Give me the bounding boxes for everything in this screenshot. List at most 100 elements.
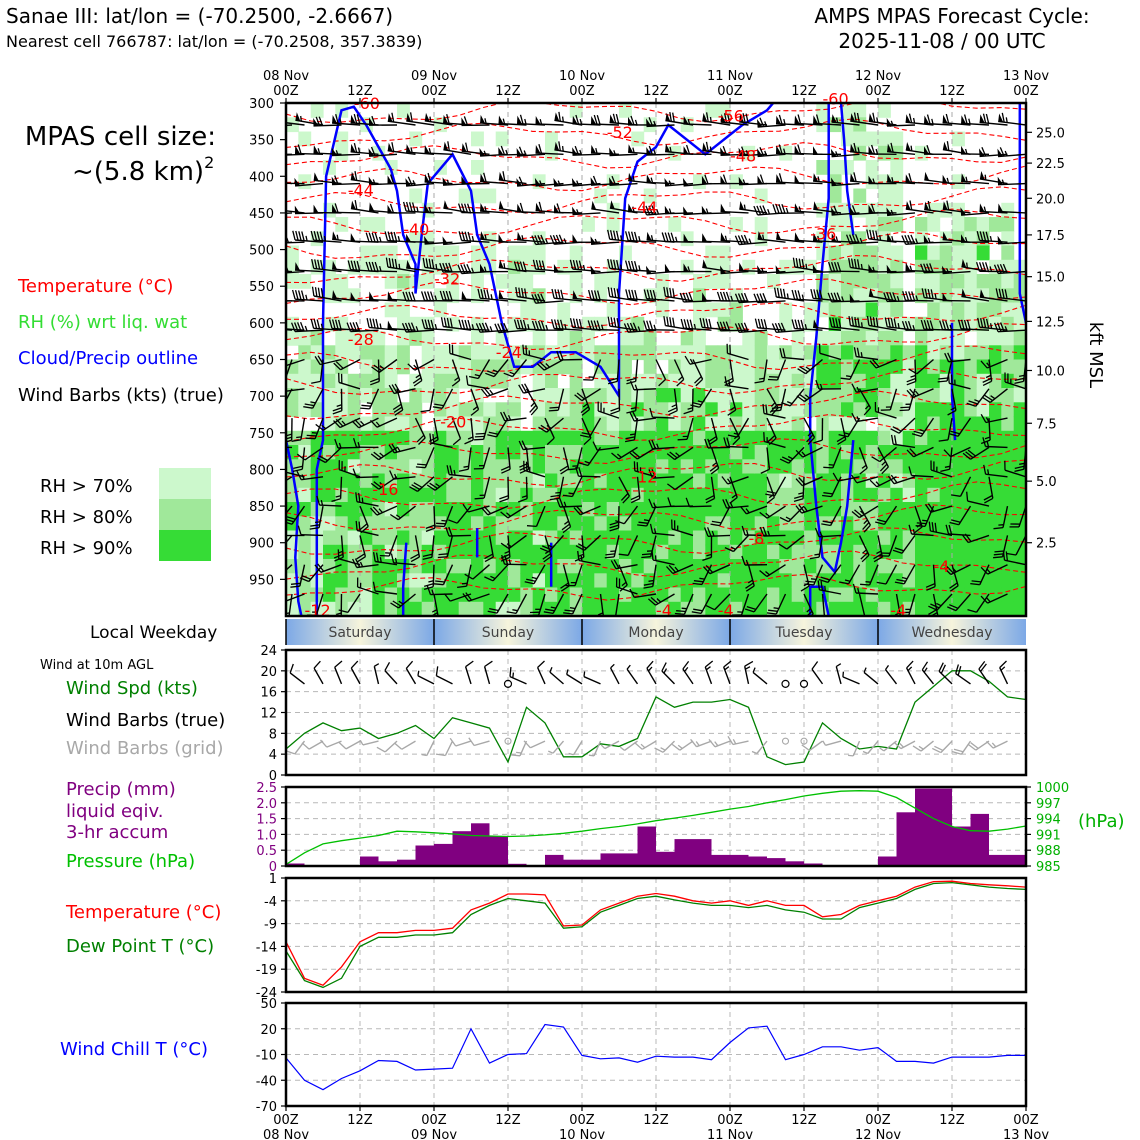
rh-cell <box>569 331 583 346</box>
rh-cell <box>347 573 361 589</box>
wind-barb <box>485 359 509 378</box>
precip-bar <box>360 856 379 866</box>
wind-barb <box>928 593 953 611</box>
rh-cell <box>323 345 336 361</box>
rh-cell <box>458 487 472 503</box>
bottom-hour-label: 12Z <box>791 1113 817 1128</box>
rh-cell <box>1001 445 1015 460</box>
rh-cell <box>409 188 423 204</box>
kft-tick-label: 5.0 <box>1036 475 1057 490</box>
rh-cell <box>964 416 978 432</box>
y-tick-label: 50 <box>260 997 277 1012</box>
rh-cell <box>952 288 965 304</box>
legend-rh80-label: RH > 80% <box>40 507 133 528</box>
wind-barb <box>310 318 342 331</box>
wind-barb <box>643 289 675 302</box>
rh-cell <box>902 573 916 589</box>
wind-barb <box>414 417 426 445</box>
wind-barb <box>434 505 454 528</box>
rh-cell <box>902 345 916 361</box>
wind-barb <box>721 476 749 485</box>
rh-cell <box>384 373 398 389</box>
wind-barb <box>759 564 786 578</box>
rh-cell <box>915 487 928 503</box>
rh-cell <box>767 516 780 532</box>
rh-cell <box>606 473 620 489</box>
top-date-label: 10 Nov <box>559 69 605 84</box>
wind-barb <box>412 359 423 387</box>
rh-cell <box>939 388 953 403</box>
rh-cell <box>520 573 534 589</box>
rh-cell <box>323 445 336 460</box>
rh-cell <box>1001 331 1015 346</box>
wind-barb <box>868 175 897 185</box>
rh-cell <box>927 359 941 375</box>
rh-cell <box>693 459 706 475</box>
rh-cell <box>532 402 546 418</box>
rh-cell <box>841 359 854 375</box>
wind-barb <box>961 533 990 544</box>
wind-barb <box>887 474 916 485</box>
rh-cell <box>323 274 336 289</box>
surface-wind-barb <box>744 660 754 685</box>
rh-cell <box>458 530 472 546</box>
wind-barb <box>538 417 564 433</box>
rh-cell <box>680 388 694 403</box>
wind-barb <box>848 257 879 273</box>
wind-barb <box>767 359 787 381</box>
rh-cell <box>754 516 768 532</box>
bottom-date-label: 11 Nov <box>707 1128 753 1140</box>
rh-cell <box>619 544 632 560</box>
precip-label-3: 3-hr accum <box>66 822 168 843</box>
rh-cell <box>360 430 373 446</box>
rh-cell <box>434 388 447 403</box>
rh-cell <box>865 573 879 589</box>
rh-cell <box>310 331 324 346</box>
wind-barb <box>387 142 416 155</box>
rh-cell <box>915 459 928 475</box>
wind-barb <box>309 505 324 530</box>
rh-cell <box>298 487 312 503</box>
wind-barb <box>794 174 823 185</box>
rh-cell <box>865 131 879 147</box>
wind-barb <box>961 234 989 243</box>
rh-cell <box>532 245 546 261</box>
bottom-hour-label: 12Z <box>495 1113 521 1128</box>
rh-cell <box>471 601 484 616</box>
rh-cell <box>619 359 632 375</box>
wind-barb <box>446 465 472 478</box>
rh-cell <box>939 559 953 574</box>
rh-cell <box>569 587 583 603</box>
wind-barb <box>458 319 490 331</box>
rh-cell <box>841 559 854 574</box>
wind-barb <box>522 344 546 361</box>
rh-cell <box>631 487 645 503</box>
rh-cell <box>557 302 571 318</box>
rh-cell <box>631 402 645 418</box>
rh-cell <box>779 316 793 332</box>
rh-cell <box>434 544 447 560</box>
wind-barb <box>369 359 380 386</box>
surface-wind-barb <box>334 660 343 685</box>
rh-cell <box>495 430 509 446</box>
rh-cell <box>705 274 719 289</box>
rh-cell <box>902 587 916 603</box>
isotherm-label: -20 <box>440 413 466 432</box>
rh-cell <box>705 302 719 318</box>
rh-cell <box>520 302 534 318</box>
rh-cell <box>384 416 398 432</box>
rh-cell <box>508 487 521 503</box>
wind-barb <box>286 534 293 544</box>
rh-cell <box>446 601 460 616</box>
rh-cell <box>816 459 830 475</box>
wind-barb <box>332 260 361 273</box>
rh-cell <box>409 502 423 517</box>
rh-cell <box>816 473 830 489</box>
rh-cell <box>594 487 608 503</box>
rh-cell <box>372 601 386 616</box>
rh-cell <box>878 445 891 460</box>
rh-cell <box>495 502 509 517</box>
top-hour-label: 00Z <box>569 84 595 99</box>
rh-cell <box>680 487 694 503</box>
rh-cell <box>939 302 953 318</box>
